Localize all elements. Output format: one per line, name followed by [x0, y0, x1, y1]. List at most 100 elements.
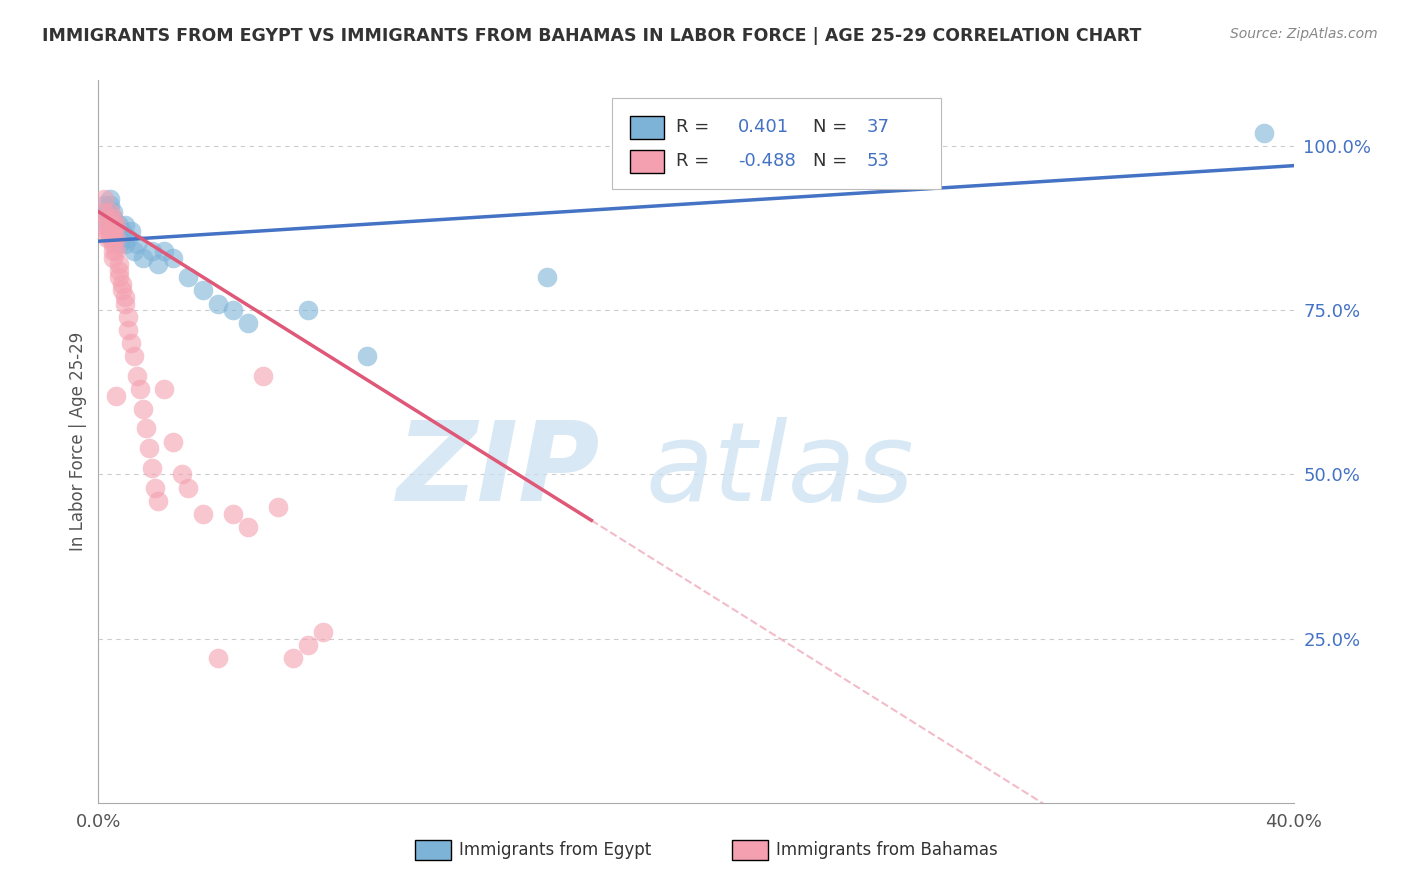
- Point: [129, 382, 152, 396]
- Point: [127, 237, 149, 252]
- Point: [162, 251, 184, 265]
- FancyBboxPatch shape: [630, 150, 664, 173]
- Text: Immigrants from Egypt: Immigrants from Egypt: [460, 841, 651, 859]
- Point: [117, 323, 139, 337]
- Point: [96, 211, 118, 226]
- Point: [143, 481, 166, 495]
- Point: [267, 500, 290, 515]
- Point: [148, 493, 170, 508]
- FancyBboxPatch shape: [630, 116, 664, 139]
- Point: [356, 349, 378, 363]
- Point: [148, 257, 170, 271]
- FancyBboxPatch shape: [613, 98, 941, 189]
- Point: [105, 231, 128, 245]
- Point: [132, 401, 155, 416]
- Text: atlas: atlas: [645, 417, 914, 524]
- Point: [207, 651, 229, 665]
- Point: [222, 303, 245, 318]
- Point: [177, 481, 200, 495]
- Point: [120, 336, 142, 351]
- Point: [117, 310, 139, 324]
- Text: 0.401: 0.401: [738, 119, 789, 136]
- Point: [105, 218, 128, 232]
- Text: N =: N =: [813, 153, 853, 170]
- Text: -0.488: -0.488: [738, 153, 796, 170]
- FancyBboxPatch shape: [733, 839, 768, 860]
- Point: [120, 224, 142, 238]
- Point: [132, 251, 155, 265]
- Point: [111, 277, 134, 291]
- Point: [103, 211, 125, 226]
- Point: [103, 224, 125, 238]
- Point: [191, 284, 214, 298]
- Point: [108, 264, 131, 278]
- Point: [108, 218, 131, 232]
- Point: [98, 211, 122, 226]
- Point: [207, 296, 229, 310]
- Point: [103, 237, 125, 252]
- Y-axis label: In Labor Force | Age 25-29: In Labor Force | Age 25-29: [69, 332, 87, 551]
- Point: [141, 244, 163, 258]
- FancyBboxPatch shape: [415, 839, 451, 860]
- Point: [236, 316, 259, 330]
- Point: [114, 237, 136, 252]
- Text: Immigrants from Bahamas: Immigrants from Bahamas: [776, 841, 998, 859]
- Point: [252, 368, 274, 383]
- Point: [222, 507, 245, 521]
- Text: R =: R =: [676, 153, 714, 170]
- Point: [93, 218, 115, 232]
- Point: [127, 368, 149, 383]
- Point: [96, 204, 118, 219]
- Text: R =: R =: [676, 119, 720, 136]
- Point: [103, 224, 125, 238]
- Point: [105, 218, 128, 232]
- Point: [93, 198, 115, 212]
- Point: [281, 651, 304, 665]
- Point: [297, 303, 319, 318]
- Point: [103, 251, 125, 265]
- Text: ZIP: ZIP: [396, 417, 600, 524]
- Point: [124, 244, 146, 258]
- Point: [103, 218, 125, 232]
- Point: [108, 237, 131, 252]
- Point: [114, 290, 136, 304]
- Point: [135, 421, 157, 435]
- Point: [114, 218, 136, 232]
- Point: [297, 638, 319, 652]
- Point: [124, 349, 146, 363]
- Point: [108, 257, 131, 271]
- Point: [98, 192, 122, 206]
- Point: [138, 441, 160, 455]
- Point: [96, 218, 118, 232]
- Point: [103, 211, 125, 226]
- Point: [98, 224, 122, 238]
- Point: [98, 218, 122, 232]
- Text: Source: ZipAtlas.com: Source: ZipAtlas.com: [1230, 27, 1378, 41]
- Point: [111, 284, 134, 298]
- Point: [105, 231, 128, 245]
- Point: [103, 231, 125, 245]
- Point: [111, 231, 134, 245]
- Point: [153, 382, 176, 396]
- Point: [98, 198, 122, 212]
- Point: [98, 204, 122, 219]
- Point: [103, 244, 125, 258]
- Point: [191, 507, 214, 521]
- Point: [108, 270, 131, 285]
- Point: [98, 231, 122, 245]
- Point: [105, 224, 128, 238]
- Point: [1253, 126, 1275, 140]
- Text: 37: 37: [868, 119, 890, 136]
- Point: [93, 204, 115, 219]
- Point: [536, 270, 558, 285]
- Point: [114, 296, 136, 310]
- Point: [177, 270, 200, 285]
- Point: [103, 204, 125, 219]
- Point: [96, 224, 118, 238]
- Point: [141, 460, 163, 475]
- Point: [162, 434, 184, 449]
- Text: N =: N =: [813, 119, 853, 136]
- Point: [111, 224, 134, 238]
- Point: [117, 231, 139, 245]
- Text: 53: 53: [868, 153, 890, 170]
